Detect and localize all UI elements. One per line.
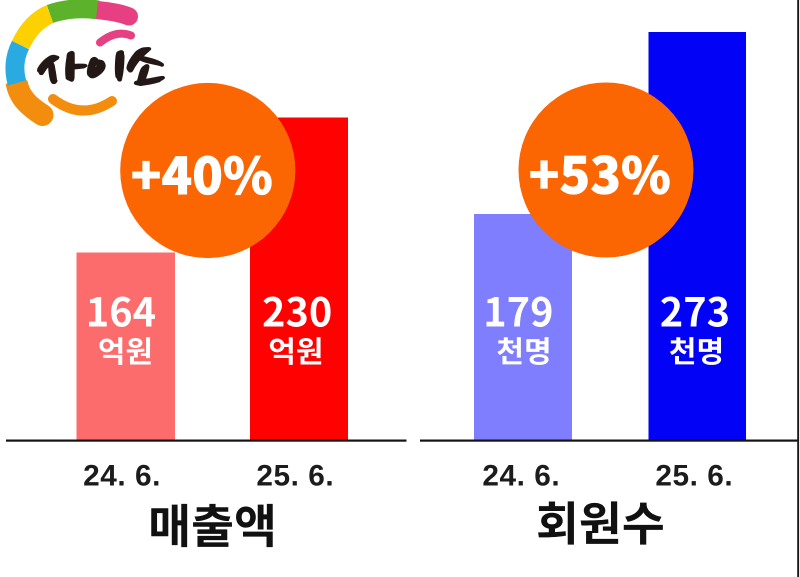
- svg-text:24. 6.: 24. 6.: [83, 459, 161, 492]
- svg-text:25. 6.: 25. 6.: [256, 459, 334, 492]
- svg-text:25. 6.: 25. 6.: [655, 459, 733, 492]
- svg-text:24. 6.: 24. 6.: [482, 459, 560, 492]
